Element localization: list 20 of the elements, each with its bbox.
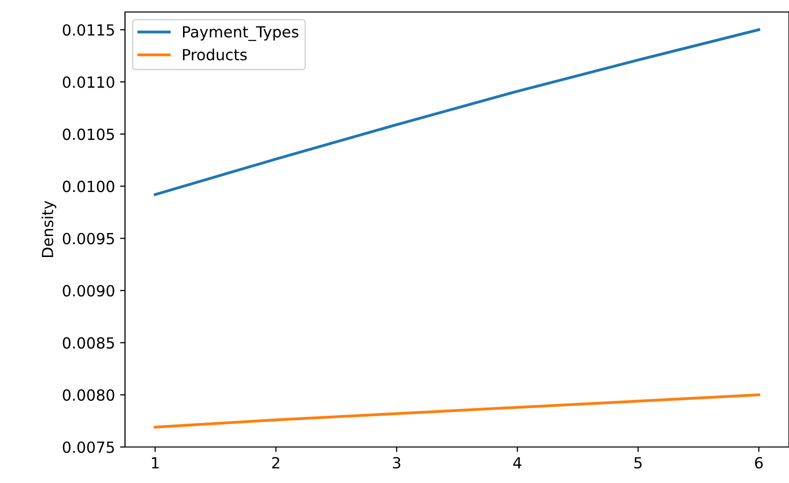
x-tick-label: 3: [392, 456, 400, 469]
y-tick-label: 0.0085: [62, 337, 114, 349]
legend-label: Products: [183, 48, 247, 60]
y-tick-label: 0.0095: [62, 232, 114, 244]
y-tick-label: 0.0080: [62, 389, 114, 401]
legend-label: Payment_Types: [183, 26, 298, 41]
x-tick-label: 5: [634, 457, 642, 469]
y-tick-label: 0.0100: [62, 180, 114, 192]
y-tick-label: 0.0115: [62, 24, 114, 36]
line-series: [154, 28, 760, 196]
x-tick-label: 4: [513, 457, 522, 468]
line-series: [154, 393, 760, 429]
y-tick-label: 0.0105: [62, 128, 114, 140]
x-tick-label: 1: [152, 457, 159, 468]
x-tick-label: 6: [755, 456, 763, 469]
y-tick-label: 0.0110: [62, 76, 114, 88]
x-tick-label: 2: [272, 456, 280, 468]
y-tick-label: 0.0090: [62, 284, 114, 297]
y-axis-title: Density: [41, 200, 56, 258]
y-tick-label: 0.0075: [62, 441, 114, 454]
